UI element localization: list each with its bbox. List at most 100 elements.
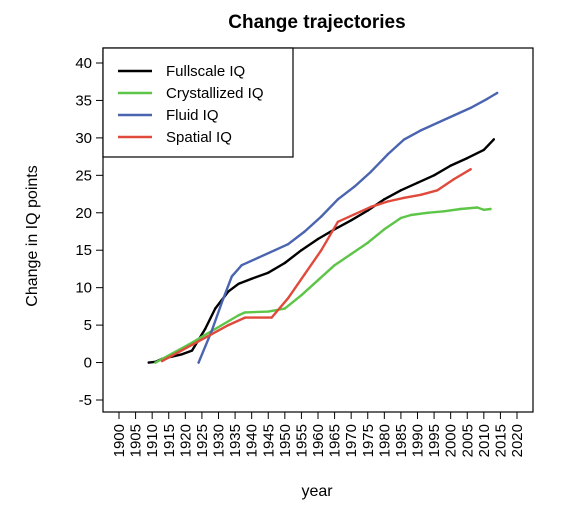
data-point	[399, 189, 403, 192]
data-point	[210, 332, 214, 336]
x-tick-label: 2015	[492, 424, 509, 457]
data-point	[230, 275, 233, 278]
y-tick-label: 20	[75, 205, 92, 222]
x-tick-label: 1910	[144, 424, 161, 457]
y-tick-label: 40	[75, 55, 92, 72]
y-tick-label: 30	[75, 130, 92, 147]
y-tick-label: 0	[84, 355, 92, 372]
x-tick-label: 1930	[211, 424, 228, 457]
data-point	[286, 297, 290, 300]
series-fullscale-iq	[147, 138, 495, 364]
data-point	[386, 200, 389, 203]
series-fluid-iq	[197, 91, 499, 364]
data-point	[416, 181, 419, 184]
data-point	[267, 310, 270, 313]
data-point	[366, 209, 369, 212]
data-point	[197, 361, 200, 364]
data-point	[237, 282, 240, 286]
data-point	[220, 323, 223, 327]
data-point	[399, 216, 403, 220]
data-point	[194, 341, 197, 345]
data-point	[240, 264, 243, 267]
data-point	[250, 277, 253, 280]
x-tick-label: 1915	[161, 424, 178, 457]
data-point	[482, 208, 485, 211]
x-axis-label: year	[301, 483, 333, 500]
data-point	[316, 279, 320, 282]
data-point	[320, 249, 323, 252]
x-tick-label: 1995	[426, 424, 443, 457]
y-tick-label: 25	[75, 167, 92, 184]
x-tick-label: 1920	[177, 424, 194, 457]
x-tick-label: 2020	[509, 424, 526, 457]
x-tick-label: 1945	[260, 424, 277, 457]
data-point	[350, 252, 353, 256]
data-point	[366, 241, 369, 244]
data-point	[469, 106, 472, 110]
x-tick-label: 1985	[393, 424, 410, 457]
legend-label: Fullscale IQ	[166, 63, 245, 80]
legend: Fullscale IQ Crystallized IQ Fluid IQ Spati…	[102, 47, 294, 158]
data-point	[409, 213, 413, 217]
data-point	[243, 311, 247, 314]
legend-label: Crystallized IQ	[166, 85, 264, 102]
legend-label: Fluid IQ	[166, 107, 219, 124]
x-tick-label: 1970	[343, 424, 360, 457]
data-point	[283, 307, 286, 310]
data-point	[452, 114, 456, 117]
data-point	[237, 314, 240, 317]
x-tick-label: 1955	[293, 424, 310, 457]
data-point	[452, 177, 456, 181]
data-point	[154, 361, 157, 364]
legend-box	[102, 47, 294, 158]
data-point	[383, 198, 386, 201]
y-tick-label: 5	[84, 317, 92, 334]
data-point	[320, 215, 323, 218]
data-point	[214, 307, 217, 310]
data-point	[243, 316, 247, 319]
x-tick-label: 1940	[244, 424, 261, 457]
data-point	[495, 91, 499, 95]
y-tick-label: -5	[79, 392, 92, 409]
data-point	[336, 198, 340, 201]
data-point	[469, 168, 472, 171]
data-point	[442, 210, 446, 213]
x-tick-label: 2005	[459, 424, 476, 457]
data-point	[303, 273, 306, 276]
x-tick-label: 1960	[310, 424, 327, 457]
chart-title: Change trajectories	[228, 12, 405, 33]
data-point	[286, 243, 290, 246]
data-point	[336, 220, 340, 223]
x-tick-label: 1980	[376, 424, 393, 457]
data-point	[353, 185, 356, 188]
data-point	[283, 261, 286, 265]
data-point	[383, 228, 386, 231]
series-line	[154, 206, 492, 364]
data-point	[489, 207, 492, 211]
x-tick-label: 2000	[443, 424, 460, 457]
data-point	[273, 249, 277, 252]
data-point	[492, 138, 495, 141]
data-point	[436, 189, 439, 192]
data-point	[350, 219, 353, 222]
data-point	[353, 213, 356, 216]
data-point	[300, 294, 303, 297]
data-point	[180, 353, 184, 356]
data-point	[419, 129, 422, 132]
data-point	[449, 164, 452, 167]
data-point	[403, 138, 406, 141]
data-point	[204, 327, 207, 331]
data-point	[466, 156, 469, 160]
x-tick-label: 1900	[111, 424, 128, 457]
x-tick-label: 1935	[227, 424, 244, 457]
data-point	[257, 256, 260, 259]
x-tick-label: 2010	[476, 424, 493, 457]
series-line	[147, 138, 495, 364]
data-point	[267, 271, 270, 274]
data-point	[316, 237, 320, 241]
series-spatial-iq	[160, 168, 472, 363]
data-point	[476, 206, 479, 209]
data-point	[419, 193, 422, 196]
